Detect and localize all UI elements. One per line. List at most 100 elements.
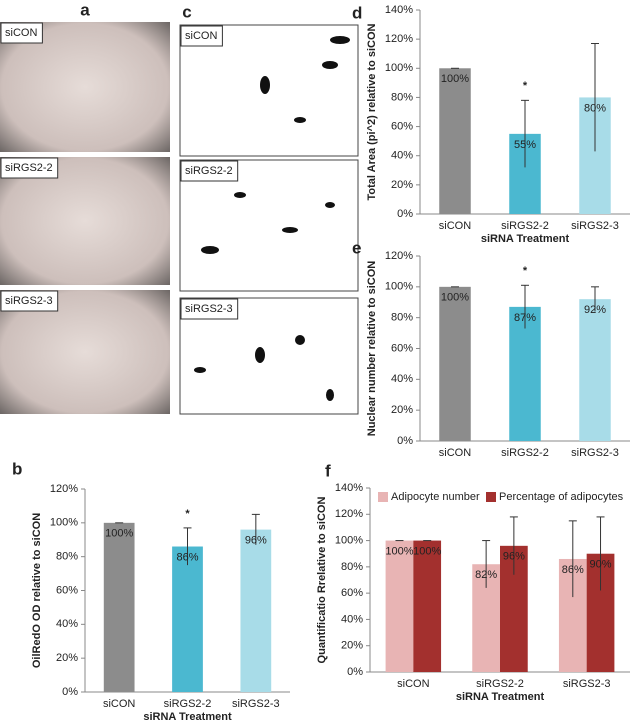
y-tick-label: 80% [341, 561, 363, 573]
y-tick-label: 80% [391, 91, 413, 103]
x-tick-label: siRGS2-3 [571, 447, 619, 459]
x-tick-label: siCON [103, 698, 135, 710]
y-tick-label: 40% [341, 613, 363, 625]
image-label: siCON [185, 30, 217, 42]
image-label: siRGS2-2 [5, 162, 53, 174]
y-axis-title: Total Area (pi^2) relative to siCON [366, 23, 378, 200]
y-axis-title: Nuclear number relative to siCON [366, 261, 378, 436]
y-tick-label: 80% [56, 551, 78, 563]
value-label: 100% [385, 545, 413, 557]
y-tick-label: 0% [397, 435, 413, 447]
y-tick-label: 20% [56, 652, 78, 664]
bar [385, 540, 414, 672]
blobs [194, 36, 350, 401]
legend-label: Adipocyte number [391, 491, 480, 503]
bar [103, 522, 135, 692]
y-tick-label: 120% [385, 33, 413, 45]
label-box [0, 22, 43, 44]
y-tick-label: 0% [347, 666, 363, 678]
micrograph [0, 22, 170, 152]
y-tick-label: 0% [397, 208, 413, 220]
y-tick-label: 40% [56, 618, 78, 630]
y-tick-label: 60% [391, 342, 413, 354]
panel-letter: d [352, 3, 362, 22]
label-box [0, 290, 59, 312]
value-label: 80% [584, 102, 606, 114]
panel-letter: f [325, 461, 331, 480]
label-box [0, 157, 59, 179]
legend-swatch [378, 492, 388, 502]
x-tick-label: siRGS2-3 [571, 220, 619, 232]
annotation: * [523, 80, 528, 92]
y-axis-title: Quantificatio Rrelative to siCON [316, 497, 328, 664]
value-label: 100% [441, 73, 469, 85]
y-tick-label: 60% [56, 584, 78, 596]
x-tick-label: siRGS2-3 [232, 698, 280, 710]
panel-letter: e [352, 238, 361, 257]
y-tick-label: 120% [385, 250, 413, 262]
y-tick-label: 20% [391, 404, 413, 416]
bar [579, 299, 611, 441]
x-tick-label: siRGS2-2 [501, 220, 549, 232]
value-label: 100% [441, 292, 469, 304]
bar [172, 546, 203, 692]
y-tick-label: 100% [50, 517, 78, 529]
y-tick-label: 100% [335, 534, 363, 546]
value-label: 100% [105, 528, 133, 540]
x-tick-label: siRGS2-2 [501, 447, 549, 459]
panel-letter: b [12, 459, 22, 478]
label-box [180, 160, 239, 182]
value-label: 92% [584, 304, 606, 316]
y-tick-label: 60% [391, 120, 413, 132]
bar [509, 306, 541, 441]
binary-image [179, 159, 359, 292]
value-label: 90% [590, 559, 612, 571]
y-tick-label: 80% [391, 312, 413, 324]
y-tick-label: 40% [391, 150, 413, 162]
label-box [180, 25, 223, 47]
y-tick-label: 120% [50, 483, 78, 495]
value-label: 100% [413, 545, 441, 557]
legend-label: Percentage of adipocytes [499, 491, 624, 503]
bar [413, 540, 442, 672]
value-label: 86% [176, 551, 198, 563]
y-axis-title: OilRedO OD relative to siCON [31, 513, 43, 668]
x-axis-title: siRNA Treatment [456, 691, 545, 703]
y-tick-label: 40% [391, 373, 413, 385]
x-tick-label: siRGS2-3 [563, 678, 611, 690]
value-label: 82% [475, 569, 497, 581]
x-tick-label: siRGS2-2 [476, 678, 524, 690]
value-label: 87% [514, 312, 536, 324]
binary-image [179, 24, 359, 157]
y-tick-label: 20% [391, 179, 413, 191]
y-tick-label: 100% [385, 281, 413, 293]
x-axis-title: siRNA Treatment [481, 233, 570, 245]
y-tick-label: 140% [335, 482, 363, 494]
value-label: 86% [562, 564, 584, 576]
y-tick-label: 120% [335, 508, 363, 520]
label-box [180, 298, 239, 320]
annotation: * [185, 508, 190, 520]
image-label: siCON [5, 27, 37, 39]
panel-letter: a [80, 0, 90, 19]
image-label: siRGS2-2 [185, 165, 233, 177]
value-label: 96% [503, 551, 525, 563]
image-label: siRGS2-3 [185, 303, 233, 315]
legend-swatch [486, 492, 496, 502]
annotation: * [523, 265, 528, 277]
bar [240, 529, 272, 692]
y-tick-label: 100% [385, 62, 413, 74]
value-label: 55% [514, 139, 536, 151]
panel-letter: c [182, 2, 191, 21]
value-label: 96% [245, 535, 267, 547]
y-tick-label: 0% [62, 686, 78, 698]
image-label: siRGS2-3 [5, 295, 53, 307]
x-tick-label: siCON [439, 447, 471, 459]
y-tick-label: 140% [385, 4, 413, 16]
bar [439, 286, 471, 441]
x-tick-label: siRGS2-2 [164, 698, 212, 710]
x-axis-title: siRNA Treatment [143, 711, 232, 723]
y-tick-label: 60% [341, 587, 363, 599]
bar [439, 68, 471, 215]
